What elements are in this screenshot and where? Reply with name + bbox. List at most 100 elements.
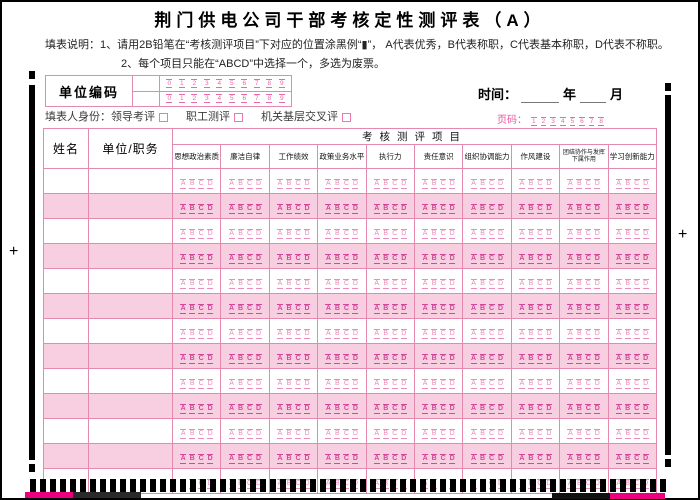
bubble-D[interactable]: D: [545, 404, 552, 414]
bubble-C[interactable]: C: [633, 454, 640, 464]
bubble-D[interactable]: D: [497, 404, 504, 414]
bubble-A[interactable]: A: [615, 204, 622, 214]
bubble-B[interactable]: B: [285, 454, 292, 464]
bubble-A[interactable]: A: [228, 204, 235, 214]
bubble-D[interactable]: D: [449, 329, 456, 339]
bubble-D[interactable]: D: [642, 379, 649, 389]
bubble-A[interactable]: A: [228, 279, 235, 289]
bubble-C[interactable]: C: [343, 329, 350, 339]
bubble-C[interactable]: C: [391, 429, 398, 439]
bubble-D[interactable]: D: [594, 279, 601, 289]
bubble-A[interactable]: A: [325, 304, 332, 314]
bubble-C[interactable]: C: [536, 204, 543, 214]
bubble-D[interactable]: D: [207, 229, 214, 239]
bubble-A[interactable]: A: [276, 279, 283, 289]
bubble-B[interactable]: B: [334, 354, 341, 364]
bubble-D[interactable]: D: [449, 229, 456, 239]
bubble-B[interactable]: B: [431, 379, 438, 389]
bubble-D[interactable]: D: [642, 229, 649, 239]
bubble-A[interactable]: A: [180, 404, 187, 414]
bubble-C[interactable]: C: [343, 179, 350, 189]
bubble-B[interactable]: B: [479, 354, 486, 364]
bubble-C[interactable]: C: [488, 229, 495, 239]
bubble-A[interactable]: A: [470, 229, 477, 239]
bubble-D[interactable]: D: [545, 454, 552, 464]
bubble-B[interactable]: B: [576, 179, 583, 189]
bubble-B[interactable]: B: [382, 254, 389, 264]
bubble-D[interactable]: D: [594, 254, 601, 264]
unit-cell[interactable]: [88, 243, 173, 269]
bubble-C[interactable]: C: [633, 329, 640, 339]
bubble-D[interactable]: D: [400, 304, 407, 314]
bubble-D[interactable]: D: [303, 429, 310, 439]
bubble-B[interactable]: B: [527, 279, 534, 289]
bubble-A[interactable]: A: [422, 279, 429, 289]
bubble-C[interactable]: C: [440, 229, 447, 239]
name-cell[interactable]: [43, 443, 89, 469]
bubble-A[interactable]: A: [470, 354, 477, 364]
bubble-D[interactable]: D: [207, 204, 214, 214]
bubble-A[interactable]: A: [228, 254, 235, 264]
bubble-D[interactable]: D: [207, 454, 214, 464]
bubble-C[interactable]: C: [246, 404, 253, 414]
bubble-B[interactable]: B: [431, 404, 438, 414]
bubble-A[interactable]: A: [567, 379, 574, 389]
bubble-B[interactable]: B: [189, 179, 196, 189]
bubble-A[interactable]: A: [373, 379, 380, 389]
bubble-C[interactable]: C: [198, 229, 205, 239]
bubble-C[interactable]: C: [585, 404, 592, 414]
bubble-C[interactable]: C: [294, 179, 301, 189]
bubble-C[interactable]: C: [294, 304, 301, 314]
bubble-B[interactable]: B: [382, 354, 389, 364]
bubble-C[interactable]: C: [246, 454, 253, 464]
bubble-A[interactable]: A: [615, 229, 622, 239]
bubble-D[interactable]: D: [400, 279, 407, 289]
bubble-C[interactable]: C: [488, 329, 495, 339]
bubble-B[interactable]: B: [431, 429, 438, 439]
bubble-D[interactable]: D: [642, 454, 649, 464]
bubble-A[interactable]: A: [518, 179, 525, 189]
bubble-D[interactable]: D: [497, 429, 504, 439]
bubble-C[interactable]: C: [536, 254, 543, 264]
bubble-B[interactable]: B: [479, 454, 486, 464]
unit-cell[interactable]: [88, 293, 173, 319]
bubble-B[interactable]: B: [576, 279, 583, 289]
bubble-B[interactable]: B: [237, 379, 244, 389]
bubble-B[interactable]: B: [431, 454, 438, 464]
name-cell[interactable]: [43, 168, 89, 194]
bubble-C[interactable]: C: [198, 304, 205, 314]
bubble-A[interactable]: A: [567, 204, 574, 214]
bubble-B[interactable]: B: [624, 429, 631, 439]
bubble-A[interactable]: A: [180, 254, 187, 264]
bubble-A[interactable]: A: [373, 279, 380, 289]
bubble-A[interactable]: A: [373, 204, 380, 214]
bubble-C[interactable]: C: [488, 454, 495, 464]
bubble-C[interactable]: C: [440, 304, 447, 314]
bubble-A[interactable]: A: [373, 329, 380, 339]
bubble-C[interactable]: C: [585, 204, 592, 214]
bubble-C[interactable]: C: [488, 379, 495, 389]
bubble-B[interactable]: B: [189, 454, 196, 464]
bubble-C[interactable]: C: [343, 204, 350, 214]
bubble-C[interactable]: C: [536, 404, 543, 414]
bubble-A[interactable]: A: [518, 379, 525, 389]
bubble-D[interactable]: D: [303, 379, 310, 389]
bubble-C[interactable]: C: [198, 254, 205, 264]
bubble-C[interactable]: C: [536, 454, 543, 464]
bubble-A[interactable]: A: [422, 429, 429, 439]
name-cell[interactable]: [43, 418, 89, 444]
unit-code-write-cells[interactable]: [133, 76, 160, 106]
bubble-A[interactable]: A: [615, 354, 622, 364]
bubble-B[interactable]: B: [527, 429, 534, 439]
bubble-D[interactable]: D: [255, 429, 262, 439]
bubble-C[interactable]: C: [391, 404, 398, 414]
bubble-B[interactable]: B: [479, 179, 486, 189]
bubble-B[interactable]: B: [237, 429, 244, 439]
unit-code-digit-7[interactable]: 7: [253, 94, 260, 104]
bubble-C[interactable]: C: [633, 179, 640, 189]
bubble-D[interactable]: D: [642, 204, 649, 214]
bubble-C[interactable]: C: [585, 279, 592, 289]
bubble-C[interactable]: C: [488, 404, 495, 414]
bubble-B[interactable]: B: [334, 304, 341, 314]
bubble-D[interactable]: D: [594, 329, 601, 339]
